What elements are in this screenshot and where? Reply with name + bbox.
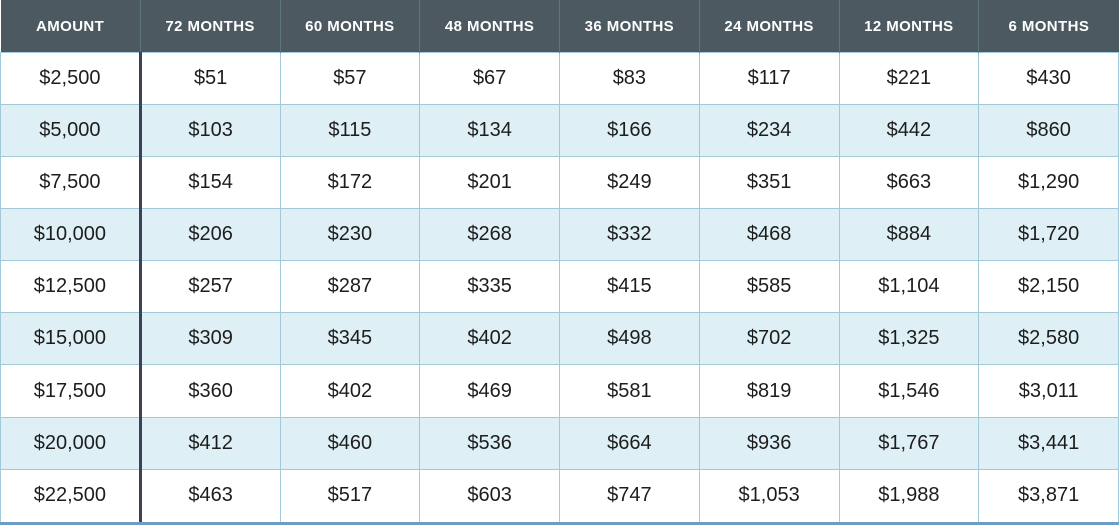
payment-cell: $402 <box>419 312 560 366</box>
header-row: AMOUNT 72 MONTHS 60 MONTHS 48 MONTHS 36 MONT… <box>0 0 1119 53</box>
payment-cell: $3,441 <box>978 416 1119 470</box>
payment-cell: $402 <box>279 364 421 418</box>
payment-cell: $469 <box>419 364 560 418</box>
payment-cell: $936 <box>698 416 840 470</box>
payment-cell: $1,325 <box>838 312 980 366</box>
table-row: $20,000 $412 $460 $536 $664 $936 $1,767 $3,441 <box>0 416 1119 470</box>
payment-cell: $3,871 <box>978 468 1119 525</box>
payment-cell: $1,720 <box>978 208 1119 262</box>
payment-cell: $309 <box>139 312 281 366</box>
table-row: $2,500 $51 $57 $67 $83 $117 $221 $430 <box>0 51 1119 106</box>
table-row: $7,500 $154 $172 $201 $249 $351 $663 $1,290 <box>0 156 1119 210</box>
payment-cell: $1,290 <box>978 156 1119 210</box>
payment-cell: $747 <box>559 468 700 525</box>
payment-cell: $360 <box>139 364 281 418</box>
amount-cell: $17,500 <box>0 364 142 418</box>
amount-cell: $22,500 <box>0 468 142 525</box>
payment-cell: $201 <box>419 156 560 210</box>
payment-cell: $57 <box>279 51 421 106</box>
column-header-48-months: 48 MONTHS <box>419 0 560 53</box>
payment-cell: $1,053 <box>698 468 840 525</box>
table-row: $17,500 $360 $402 $469 $581 $819 $1,546 $3,011 <box>0 364 1119 418</box>
payment-cell: $134 <box>419 104 560 158</box>
amount-cell: $7,500 <box>0 156 142 210</box>
payment-cell: $117 <box>698 51 840 106</box>
payment-cell: $287 <box>279 260 421 314</box>
payment-cell: $172 <box>279 156 421 210</box>
payment-cell: $67 <box>419 51 560 106</box>
payment-cell: $884 <box>838 208 980 262</box>
amount-cell: $12,500 <box>0 260 142 314</box>
amount-cell: $15,000 <box>0 312 142 366</box>
table-body: $2,500 $51 $57 $67 $83 $117 $221 $430 $5,000 $103… <box>0 51 1119 525</box>
payment-cell: $206 <box>139 208 281 262</box>
amount-cell: $10,000 <box>0 208 142 262</box>
table-row: $15,000 $309 $345 $402 $498 $702 $1,325 $2,580 <box>0 312 1119 366</box>
table-header: AMOUNT 72 MONTHS 60 MONTHS 48 MONTHS 36 MONT… <box>0 0 1119 53</box>
payment-cell: $536 <box>419 416 560 470</box>
payment-cell: $468 <box>698 208 840 262</box>
payment-cell: $2,580 <box>978 312 1119 366</box>
table-row: $5,000 $103 $115 $134 $166 $234 $442 $860 <box>0 104 1119 158</box>
payment-cell: $335 <box>419 260 560 314</box>
payment-cell: $1,988 <box>838 468 980 525</box>
payment-cell: $498 <box>559 312 700 366</box>
payment-cell: $166 <box>559 104 700 158</box>
amount-cell: $2,500 <box>0 51 142 106</box>
payment-cell: $581 <box>559 364 700 418</box>
payment-cell: $460 <box>279 416 421 470</box>
payment-cell: $430 <box>978 51 1119 106</box>
payment-cell: $257 <box>139 260 281 314</box>
table-row: $10,000 $206 $230 $268 $332 $468 $884 $1,720 <box>0 208 1119 262</box>
payment-cell: $442 <box>838 104 980 158</box>
payment-cell: $702 <box>698 312 840 366</box>
payment-cell: $345 <box>279 312 421 366</box>
payment-cell: $221 <box>838 51 980 106</box>
payment-cell: $268 <box>419 208 560 262</box>
column-header-24-months: 24 MONTHS <box>699 0 840 53</box>
payment-cell: $1,546 <box>838 364 980 418</box>
payment-cell: $234 <box>698 104 840 158</box>
amount-cell: $20,000 <box>0 416 142 470</box>
column-header-amount: AMOUNT <box>0 0 141 53</box>
amount-cell: $5,000 <box>0 104 142 158</box>
payment-cell: $115 <box>279 104 421 158</box>
table-row: $22,500 $463 $517 $603 $747 $1,053 $1,988 $3,87… <box>0 468 1119 525</box>
payment-cell: $103 <box>139 104 281 158</box>
payment-cell: $463 <box>139 468 281 525</box>
column-header-72-months: 72 MONTHS <box>140 0 281 53</box>
payment-cell: $230 <box>279 208 421 262</box>
payment-cell: $819 <box>698 364 840 418</box>
payment-cell: $351 <box>698 156 840 210</box>
payment-cell: $3,011 <box>978 364 1119 418</box>
payment-cell: $517 <box>279 468 421 525</box>
payment-cell: $415 <box>559 260 700 314</box>
column-header-60-months: 60 MONTHS <box>280 0 421 53</box>
payment-cell: $2,150 <box>978 260 1119 314</box>
table-row: $12,500 $257 $287 $335 $415 $585 $1,104 $2,150 <box>0 260 1119 314</box>
payment-cell: $249 <box>559 156 700 210</box>
payment-cell: $664 <box>559 416 700 470</box>
column-header-6-months: 6 MONTHS <box>978 0 1119 53</box>
payment-cell: $51 <box>139 51 281 106</box>
payment-cell: $332 <box>559 208 700 262</box>
payment-cell: $83 <box>559 51 700 106</box>
payment-cell: $603 <box>419 468 560 525</box>
column-header-36-months: 36 MONTHS <box>559 0 700 53</box>
payment-cell: $412 <box>139 416 281 470</box>
payment-cell: $1,104 <box>838 260 980 314</box>
payment-cell: $585 <box>698 260 840 314</box>
column-header-12-months: 12 MONTHS <box>839 0 980 53</box>
payment-cell: $1,767 <box>838 416 980 470</box>
payment-cell: $663 <box>838 156 980 210</box>
payment-cell: $860 <box>978 104 1119 158</box>
payment-cell: $154 <box>139 156 281 210</box>
